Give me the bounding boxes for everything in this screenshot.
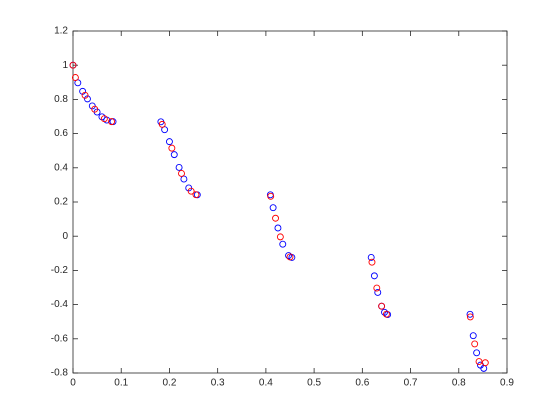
point bbox=[170, 151, 178, 159]
point bbox=[473, 349, 481, 357]
point bbox=[481, 359, 489, 367]
y-tick-label: 0.2 bbox=[54, 197, 68, 208]
point bbox=[69, 61, 77, 69]
x-tick-label: 0.1 bbox=[114, 378, 128, 389]
x-tick-label: 0.4 bbox=[259, 378, 273, 389]
y-tick-label: -0.2 bbox=[51, 265, 69, 276]
point bbox=[272, 214, 279, 222]
x-tick-label: 0.2 bbox=[162, 378, 176, 389]
point bbox=[471, 340, 479, 348]
point bbox=[274, 224, 282, 232]
y-tick-label: 1.2 bbox=[54, 26, 68, 37]
x-tick-label: 0.7 bbox=[404, 378, 418, 389]
point bbox=[108, 118, 116, 126]
point bbox=[373, 284, 381, 292]
point bbox=[267, 192, 275, 200]
y-tick-label: -0.8 bbox=[51, 368, 69, 379]
y-tick-label: 0.4 bbox=[54, 162, 68, 173]
x-tick-label: 0.9 bbox=[500, 378, 514, 389]
point bbox=[168, 144, 176, 152]
point bbox=[192, 191, 200, 199]
point bbox=[276, 233, 284, 241]
point bbox=[79, 87, 87, 95]
point bbox=[165, 138, 173, 146]
point bbox=[286, 253, 294, 261]
point bbox=[367, 253, 375, 261]
point bbox=[158, 120, 166, 128]
point bbox=[178, 169, 185, 177]
point bbox=[84, 95, 91, 103]
point bbox=[475, 358, 483, 365]
point bbox=[378, 302, 386, 310]
x-tick-label: 0.5 bbox=[307, 378, 321, 389]
x-tick-label: 0 bbox=[70, 378, 76, 389]
point bbox=[374, 289, 382, 296]
y-tick-label: 1 bbox=[62, 60, 68, 71]
point bbox=[91, 105, 99, 113]
point bbox=[100, 115, 108, 123]
x-tick-label: 0.8 bbox=[452, 378, 466, 389]
y-tick-label: -0.6 bbox=[51, 333, 69, 344]
y-tick-label: 0.6 bbox=[54, 128, 68, 139]
point bbox=[180, 175, 188, 183]
point bbox=[279, 240, 287, 248]
y-tick-label: 0.8 bbox=[54, 94, 68, 105]
y-tick-label: -0.4 bbox=[51, 299, 69, 310]
point bbox=[285, 252, 293, 259]
point bbox=[469, 332, 477, 340]
point bbox=[269, 204, 277, 212]
point bbox=[382, 310, 390, 318]
point bbox=[466, 313, 474, 321]
point bbox=[81, 91, 89, 99]
point bbox=[368, 258, 376, 266]
point bbox=[466, 310, 474, 318]
plot-box bbox=[72, 30, 508, 374]
point bbox=[187, 187, 195, 195]
y-tick-label: 0 bbox=[62, 231, 68, 242]
x-tick-label: 0.3 bbox=[211, 378, 225, 389]
point bbox=[71, 74, 79, 81]
x-tick-label: 0.6 bbox=[355, 378, 369, 389]
point bbox=[370, 272, 378, 280]
point bbox=[175, 164, 183, 171]
